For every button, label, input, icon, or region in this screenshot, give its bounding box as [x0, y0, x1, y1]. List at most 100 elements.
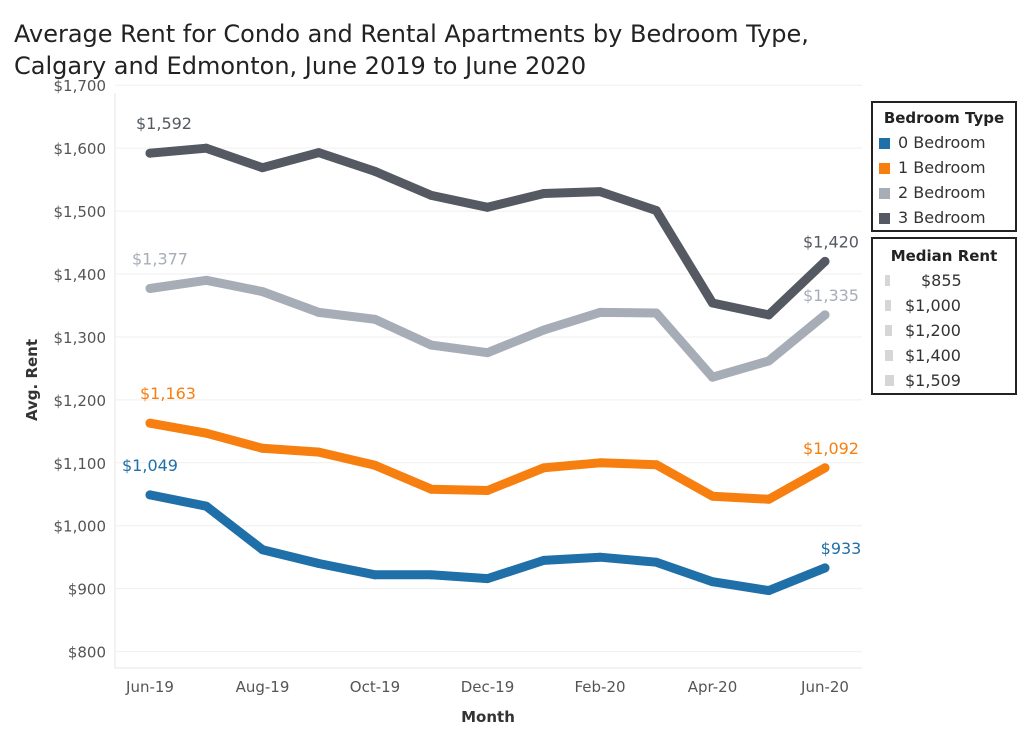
size-mark-icon	[885, 325, 892, 336]
legend-label-2-bedroom: 2 Bedroom	[898, 183, 986, 202]
data-point-3-bedroom	[651, 205, 661, 215]
data-point-1-bedroom	[651, 460, 661, 470]
data-point-2-bedroom	[483, 348, 492, 358]
legend-swatch-0-bedroom	[879, 138, 890, 149]
data-point-3-bedroom	[820, 256, 830, 266]
data-point-2-bedroom	[764, 356, 774, 366]
y-tick-label: $1,300	[54, 329, 107, 347]
data-point-0-bedroom	[595, 552, 605, 562]
series-line-2-bedroom	[145, 275, 830, 382]
x-tick-label: Jun-19	[125, 678, 174, 696]
x-tick-label: Feb-20	[574, 678, 625, 696]
data-point-2-bedroom	[595, 307, 605, 317]
data-point-3-bedroom	[314, 148, 324, 158]
y-tick-label: $1,500	[54, 203, 107, 221]
data-point-3-bedroom	[483, 202, 492, 212]
data-point-0-bedroom	[370, 570, 380, 580]
legend-label-0-bedroom: 0 Bedroom	[898, 133, 986, 152]
data-point-2-bedroom	[651, 308, 661, 318]
data-label-start-3-bedroom: $1,592	[136, 114, 192, 133]
data-point-1-bedroom	[820, 463, 830, 473]
y-tick-label: $1,700	[54, 77, 107, 95]
data-label-end-2-bedroom: $1,335	[803, 286, 859, 305]
data-point-0-bedroom	[708, 577, 717, 587]
data-point-3-bedroom	[201, 143, 211, 153]
data-point-2-bedroom	[201, 275, 211, 285]
data-point-1-bedroom	[483, 485, 492, 495]
y-axis-title: Avg. Rent	[23, 339, 41, 421]
data-point-0-bedroom	[820, 563, 830, 573]
legend-swatch-2-bedroom	[879, 188, 890, 199]
x-tick-label: Dec-19	[461, 678, 515, 696]
data-point-3-bedroom	[539, 188, 549, 198]
chart-title-line-1: Average Rent for Condo and Rental Apartm…	[14, 20, 809, 48]
y-tick-label: $1,000	[54, 518, 107, 536]
x-tick-label: Aug-19	[236, 678, 290, 696]
data-point-0-bedroom	[145, 490, 155, 500]
legend-label-1-bedroom: 1 Bedroom	[898, 158, 986, 177]
data-point-3-bedroom	[258, 163, 267, 173]
data-label-end-3-bedroom: $1,420	[803, 232, 859, 251]
legend-swatch-3-bedroom	[879, 213, 890, 224]
x-tick-label: Oct-19	[350, 678, 400, 696]
size-mark-icon	[885, 300, 891, 311]
data-point-2-bedroom	[539, 325, 549, 335]
data-point-2-bedroom	[370, 314, 380, 324]
x-tick-label: Jun-20	[800, 678, 849, 696]
bedroom-type-legend: Bedroom Type 0 Bedroom 1 Bedroom 2 Bedro…	[871, 101, 1017, 232]
legend-title: Bedroom Type	[883, 109, 1005, 127]
data-point-1-bedroom	[426, 484, 436, 494]
data-point-0-bedroom	[314, 558, 324, 568]
chart-title: Average Rent for Condo and Rental Apartm…	[14, 18, 809, 82]
data-label-start-0-bedroom: $1,049	[122, 456, 178, 475]
size-legend-label: $1,200	[905, 321, 961, 340]
data-point-1-bedroom	[314, 447, 324, 457]
data-point-0-bedroom	[426, 570, 436, 580]
size-legend-label: $1,000	[905, 296, 961, 315]
legend-label-3-bedroom: 3 Bedroom	[898, 208, 986, 227]
data-point-1-bedroom	[370, 460, 380, 470]
data-point-1-bedroom	[595, 458, 605, 468]
data-point-2-bedroom	[145, 283, 155, 293]
data-point-3-bedroom	[708, 298, 717, 308]
data-label-end-1-bedroom: $1,092	[803, 439, 859, 458]
data-point-2-bedroom	[820, 310, 830, 320]
data-point-3-bedroom	[595, 187, 605, 197]
y-tick-label: $900	[68, 581, 106, 599]
data-point-1-bedroom	[764, 494, 774, 504]
y-tick-label: $800	[68, 644, 106, 662]
data-point-1-bedroom	[145, 418, 155, 428]
size-legend-title: Median Rent	[890, 247, 998, 265]
y-tick-label: $1,100	[54, 455, 107, 473]
data-point-1-bedroom	[258, 443, 267, 453]
data-point-0-bedroom	[201, 501, 211, 511]
data-label-end-0-bedroom: $933	[821, 539, 862, 558]
data-point-2-bedroom	[258, 287, 267, 297]
data-point-3-bedroom	[426, 190, 436, 200]
size-mark-icon	[885, 275, 890, 286]
size-legend-label: $1,509	[905, 371, 961, 390]
data-point-0-bedroom	[651, 557, 661, 567]
data-point-2-bedroom	[426, 340, 436, 350]
y-tick-label: $1,600	[54, 140, 107, 158]
data-point-3-bedroom	[764, 310, 774, 320]
data-point-2-bedroom	[708, 372, 717, 382]
size-legend-label: $855	[921, 271, 962, 290]
median-rent-legend: Median Rent $855 $1,000 $1,200 $1,400 $1…	[871, 237, 1017, 395]
legend-swatch-1-bedroom	[879, 163, 890, 174]
y-tick-label: $1,400	[54, 266, 107, 284]
data-label-start-2-bedroom: $1,377	[132, 249, 188, 268]
data-label-start-1-bedroom: $1,163	[140, 384, 196, 403]
data-point-1-bedroom	[201, 428, 211, 438]
y-tick-label: $1,200	[54, 392, 107, 410]
data-point-3-bedroom	[370, 166, 380, 176]
data-point-0-bedroom	[483, 574, 492, 584]
size-legend-label: $1,400	[905, 346, 961, 365]
size-mark-icon	[885, 350, 893, 361]
x-axis-title: Month	[461, 708, 515, 726]
size-mark-icon	[885, 375, 894, 386]
data-point-0-bedroom	[258, 545, 267, 555]
data-point-1-bedroom	[539, 463, 549, 473]
data-point-2-bedroom	[314, 307, 324, 317]
